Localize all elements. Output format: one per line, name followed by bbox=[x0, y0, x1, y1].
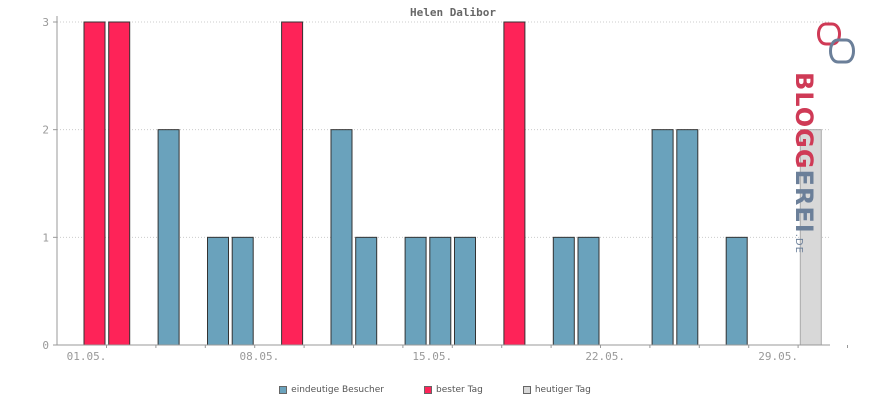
bar-unique bbox=[651, 129, 674, 346]
bars bbox=[83, 21, 822, 346]
bar-best bbox=[83, 21, 106, 346]
logo-text-part1: BLOGG bbox=[790, 72, 818, 170]
bar-unique bbox=[676, 129, 699, 346]
bar-unique bbox=[552, 236, 575, 346]
x-tick-label: 08.05. bbox=[240, 350, 280, 363]
legend-swatch-best bbox=[424, 386, 432, 394]
x-tick-label: 15.05. bbox=[412, 350, 452, 363]
bar-best bbox=[503, 21, 526, 346]
legend-item-today: heutiger Tag bbox=[522, 385, 591, 395]
logo-text-suffix: .DE bbox=[793, 233, 804, 254]
bar-unique bbox=[404, 236, 427, 346]
bloggerei-logo-icon bbox=[817, 22, 855, 64]
legend-swatch-unique bbox=[279, 386, 288, 394]
x-tick-label: 01.05. bbox=[67, 350, 107, 363]
legend-item-best: bester Tag bbox=[424, 385, 483, 395]
bloggerei-logo bbox=[812, 18, 868, 218]
bar-unique bbox=[454, 236, 476, 346]
legend-item-unique: eindeutige Besucher bbox=[279, 385, 384, 395]
y-tick-label: 2 bbox=[42, 124, 49, 137]
bloggerei-logo-text: BLOGGEREI.DE bbox=[790, 72, 818, 254]
legend-swatch-today bbox=[522, 386, 531, 394]
logo-text-part2: EREI bbox=[790, 169, 818, 234]
chart-title: Helen Dalibor bbox=[410, 6, 496, 19]
x-tick-label: 22.05. bbox=[585, 350, 625, 363]
y-tick-label: 1 bbox=[42, 231, 49, 244]
bar-best bbox=[281, 21, 304, 346]
bar-unique bbox=[231, 236, 254, 346]
y-tick-label: 0 bbox=[42, 339, 49, 352]
bar-unique bbox=[577, 236, 600, 346]
chart-legend: eindeutige Besucher bester Tag heutiger … bbox=[0, 385, 870, 395]
legend-label-best: bester Tag bbox=[436, 385, 483, 395]
bar-unique bbox=[330, 129, 353, 346]
bar-unique bbox=[725, 236, 748, 346]
bar-unique bbox=[207, 236, 229, 346]
bar-unique bbox=[429, 236, 452, 346]
bar-unique bbox=[157, 129, 180, 346]
axes: 0 1 2 3 01.05. 08.05. 15.05. 22.05. 29.05. bbox=[42, 16, 848, 363]
bar-unique bbox=[355, 236, 378, 346]
x-tick-label: 29.05. bbox=[758, 350, 798, 363]
legend-label-today: heutiger Tag bbox=[534, 385, 591, 395]
bar-best bbox=[108, 21, 131, 346]
legend-label-unique: eindeutige Besucher bbox=[291, 385, 384, 395]
y-tick-label: 3 bbox=[42, 16, 49, 29]
